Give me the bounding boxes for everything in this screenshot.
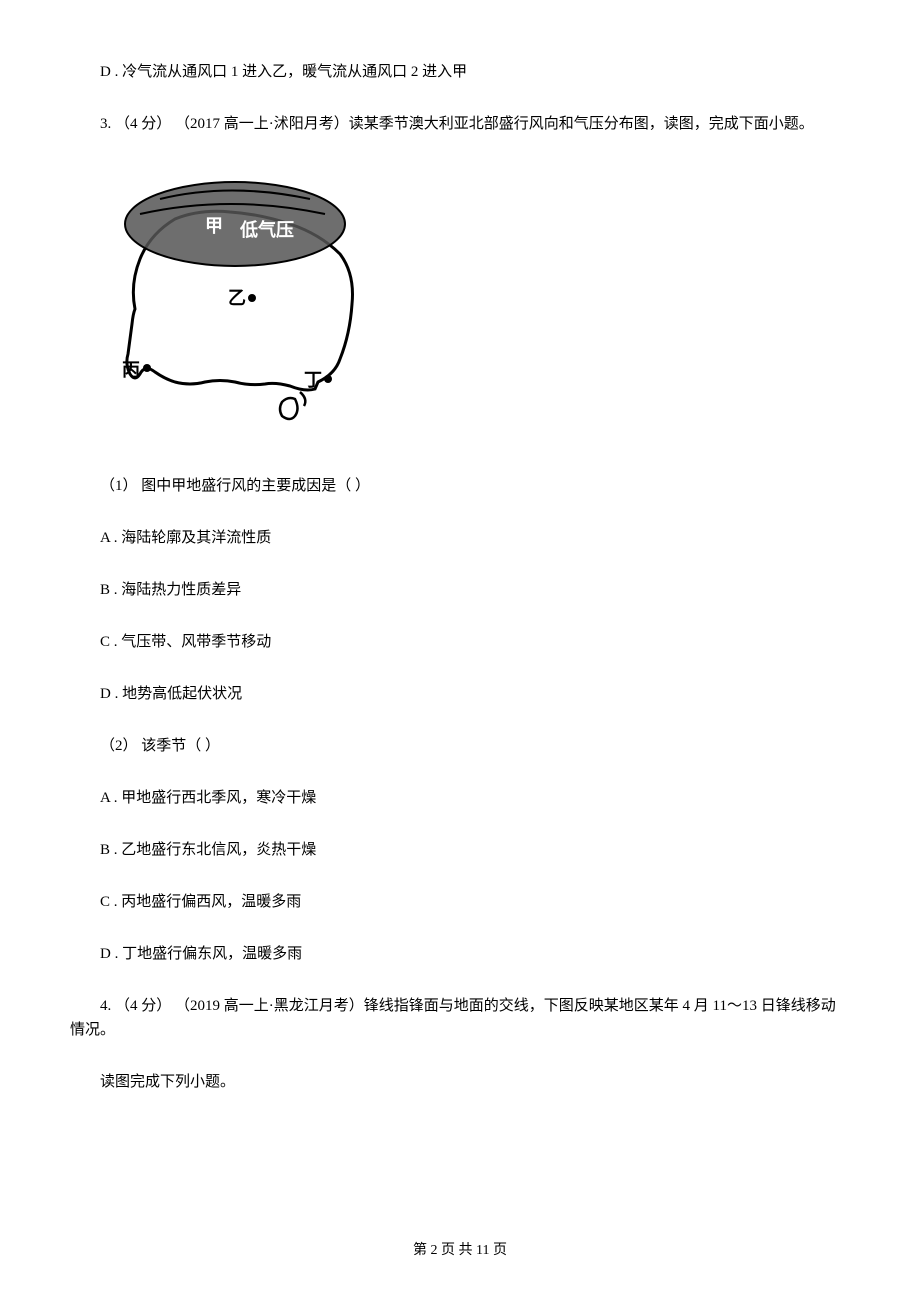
q3-sub1-stem: （1） 图中甲地盛行风的主要成因是（ ） (70, 474, 850, 498)
label-ding: 丁 (304, 370, 322, 390)
australia-map-diagram: 甲 低气压 乙 丙 丁 (100, 164, 380, 444)
q4-header: 4. （4 分） （2019 高一上·黑龙江月考）锋线指锋面与地面的交线，下图反… (70, 994, 850, 1042)
dot-bing (143, 364, 151, 372)
q3-sub1-d: D . 地势高低起伏状况 (70, 682, 850, 706)
q3-sub1-b: B . 海陆热力性质差异 (70, 578, 850, 602)
q3-sub2-stem: （2） 该季节（ ） (70, 734, 850, 758)
map-svg: 甲 低气压 乙 丙 丁 (100, 164, 380, 444)
label-jia: 甲 (205, 216, 223, 236)
q3-sub2-d: D . 丁地盛行偏东风，温暖多雨 (70, 942, 850, 966)
dot-yi (248, 294, 256, 302)
q3-sub2-b: B . 乙地盛行东北信风，炎热干燥 (70, 838, 850, 862)
q3-sub1-c: C . 气压带、风带季节移动 (70, 630, 850, 654)
dot-ding (324, 375, 332, 383)
label-bing: 丙 (122, 360, 140, 380)
label-low-pressure: 低气压 (239, 219, 294, 240)
tasmania (280, 398, 298, 419)
q3-sub2-c: C . 丙地盛行偏西风，温暖多雨 (70, 890, 850, 914)
tasmania-2 (300, 392, 305, 406)
q4-instruction: 读图完成下列小题。 (70, 1070, 850, 1094)
q3-sub2-a: A . 甲地盛行西北季风，寒冷干燥 (70, 786, 850, 810)
previous-option-d: D . 冷气流从通风口 1 进入乙，暖气流从通风口 2 进入甲 (70, 60, 850, 84)
q3-sub1-a: A . 海陆轮廓及其洋流性质 (70, 526, 850, 550)
q3-header: 3. （4 分） （2017 高一上·沭阳月考）读某季节澳大利亚北部盛行风向和气… (70, 112, 850, 136)
label-yi: 乙 (228, 288, 246, 308)
page-footer: 第 2 页 共 11 页 (0, 1240, 920, 1262)
